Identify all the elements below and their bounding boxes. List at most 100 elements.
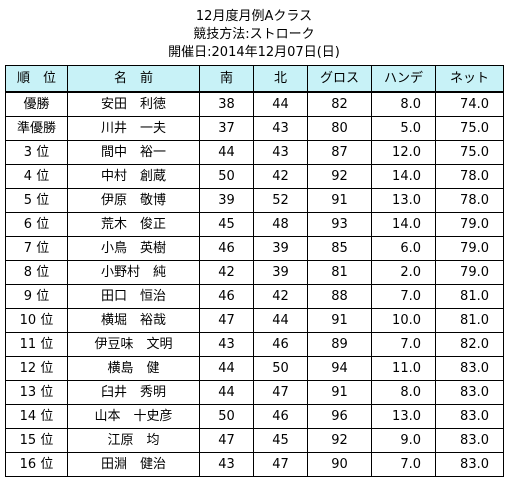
handicap-cell: 11.0 [371, 356, 436, 381]
header-row: 順 位 名 前 南 北 グロス ハンデ ネット [5, 65, 504, 93]
gross-score-cell: 87 [307, 140, 372, 165]
south-score-cell: 43 [199, 452, 254, 477]
event-date: 開催日:2014年12月07日(日) [168, 45, 340, 60]
south-score-cell: 38 [199, 91, 254, 117]
gross-score-cell: 96 [307, 404, 372, 429]
net-score-cell: 81.0 [435, 308, 504, 333]
north-score-cell: 47 [253, 380, 308, 405]
header-net: ネット [435, 65, 504, 93]
north-score-cell: 46 [253, 332, 308, 357]
table-row: 11 位伊豆味 文明 43 46 89 7.0 82.0 [5, 332, 504, 357]
north-score-cell: 47 [253, 452, 308, 477]
rank-cell: 13 位 [5, 380, 68, 405]
rank-cell: 優勝 [5, 91, 68, 117]
gross-score-cell: 88 [307, 284, 372, 309]
net-score-cell: 83.0 [435, 356, 504, 381]
net-score-cell: 83.0 [435, 452, 504, 477]
handicap-cell: 8.0 [371, 91, 436, 117]
header-handicap: ハンデ [371, 65, 436, 93]
net-score-cell: 79.0 [435, 260, 504, 285]
name-cell: 伊豆味 文明 [67, 332, 200, 357]
name-cell: 伊原 敬博 [67, 188, 200, 213]
name-cell: 中村 創蔵 [67, 164, 200, 189]
header-rank: 順 位 [5, 65, 68, 93]
net-score-cell: 83.0 [435, 380, 504, 405]
rank-cell: 8 位 [5, 260, 68, 285]
name-cell: 田口 恒治 [67, 284, 200, 309]
name-cell: 荒木 俊正 [67, 212, 200, 237]
north-score-cell: 39 [253, 260, 308, 285]
header-north: 北 [253, 65, 308, 93]
gross-score-cell: 94 [307, 356, 372, 381]
gross-score-cell: 85 [307, 236, 372, 261]
gross-score-cell: 90 [307, 452, 372, 477]
name-cell: 小鳥 英樹 [67, 236, 200, 261]
net-score-cell: 75.0 [435, 116, 504, 141]
table-row: 7 位小鳥 英樹 46 39 85 6.0 79.0 [5, 236, 504, 261]
south-score-cell: 43 [199, 332, 254, 357]
north-score-cell: 39 [253, 236, 308, 261]
rank-cell: 3 位 [5, 140, 68, 165]
south-score-cell: 39 [199, 188, 254, 213]
south-score-cell: 46 [199, 284, 254, 309]
rank-cell: 5 位 [5, 188, 68, 213]
net-score-cell: 79.0 [435, 212, 504, 237]
rank-cell: 14 位 [5, 404, 68, 429]
table-row: 14 位山本 十史彦 50 46 96 13.0 83.0 [5, 404, 504, 429]
north-score-cell: 42 [253, 164, 308, 189]
rank-cell: 7 位 [5, 236, 68, 261]
north-score-cell: 44 [253, 91, 308, 117]
south-score-cell: 50 [199, 164, 254, 189]
north-score-cell: 46 [253, 404, 308, 429]
gross-score-cell: 91 [307, 308, 372, 333]
handicap-cell: 9.0 [371, 428, 436, 453]
table-row: 6 位荒木 俊正 45 48 93 14.0 79.0 [5, 212, 504, 237]
table-row: 16 位田淵 健治 43 47 90 7.0 83.0 [5, 452, 504, 477]
table-row: 5 位伊原 敬博 39 52 91 13.0 78.0 [5, 188, 504, 213]
name-cell: 川井 一夫 [67, 116, 200, 141]
net-score-cell: 82.0 [435, 332, 504, 357]
rank-cell: 16 位 [5, 452, 68, 477]
handicap-cell: 7.0 [371, 284, 436, 309]
table-row: 準優勝 川井 一夫 37 43 80 5.0 75.0 [5, 116, 504, 141]
gross-score-cell: 80 [307, 116, 372, 141]
table-row: 13 位臼井 秀明 44 47 91 8.0 83.0 [5, 380, 504, 405]
gross-score-cell: 81 [307, 260, 372, 285]
south-score-cell: 44 [199, 380, 254, 405]
net-score-cell: 78.0 [435, 164, 504, 189]
results-table: 順 位 名 前 南 北 グロス ハンデ ネット 優勝 安田 利徳 38 44 82 8.0… [5, 65, 504, 477]
south-score-cell: 42 [199, 260, 254, 285]
south-score-cell: 44 [199, 140, 254, 165]
handicap-cell: 12.0 [371, 140, 436, 165]
name-cell: 田淵 健治 [67, 452, 200, 477]
handicap-cell: 6.0 [371, 236, 436, 261]
header-gross: グロス [307, 65, 372, 93]
rank-cell: 9 位 [5, 284, 68, 309]
handicap-cell: 10.0 [371, 308, 436, 333]
table-row: 12 位横島 健 44 50 94 11.0 83.0 [5, 356, 504, 381]
north-score-cell: 45 [253, 428, 308, 453]
header-name: 名 前 [67, 65, 200, 93]
competition-method: 競技方法:ストローク [193, 27, 315, 42]
table-row: 3 位間中 裕一 44 43 87 12.0 75.0 [5, 140, 504, 165]
south-score-cell: 47 [199, 428, 254, 453]
south-score-cell: 37 [199, 116, 254, 141]
table-row: 8 位小野村 純 42 39 81 2.0 79.0 [5, 260, 504, 285]
gross-score-cell: 82 [307, 91, 372, 117]
rank-cell: 4 位 [5, 164, 68, 189]
south-score-cell: 47 [199, 308, 254, 333]
south-score-cell: 50 [199, 404, 254, 429]
net-score-cell: 83.0 [435, 428, 504, 453]
net-score-cell: 83.0 [435, 404, 504, 429]
north-score-cell: 50 [253, 356, 308, 381]
north-score-cell: 48 [253, 212, 308, 237]
gross-score-cell: 91 [307, 188, 372, 213]
gross-score-cell: 89 [307, 332, 372, 357]
south-score-cell: 44 [199, 356, 254, 381]
north-score-cell: 43 [253, 140, 308, 165]
handicap-cell: 13.0 [371, 404, 436, 429]
name-cell: 間中 裕一 [67, 140, 200, 165]
name-cell: 山本 十史彦 [67, 404, 200, 429]
table-row: 優勝 安田 利徳 38 44 82 8.0 74.0 [5, 91, 504, 117]
handicap-cell: 14.0 [371, 164, 436, 189]
